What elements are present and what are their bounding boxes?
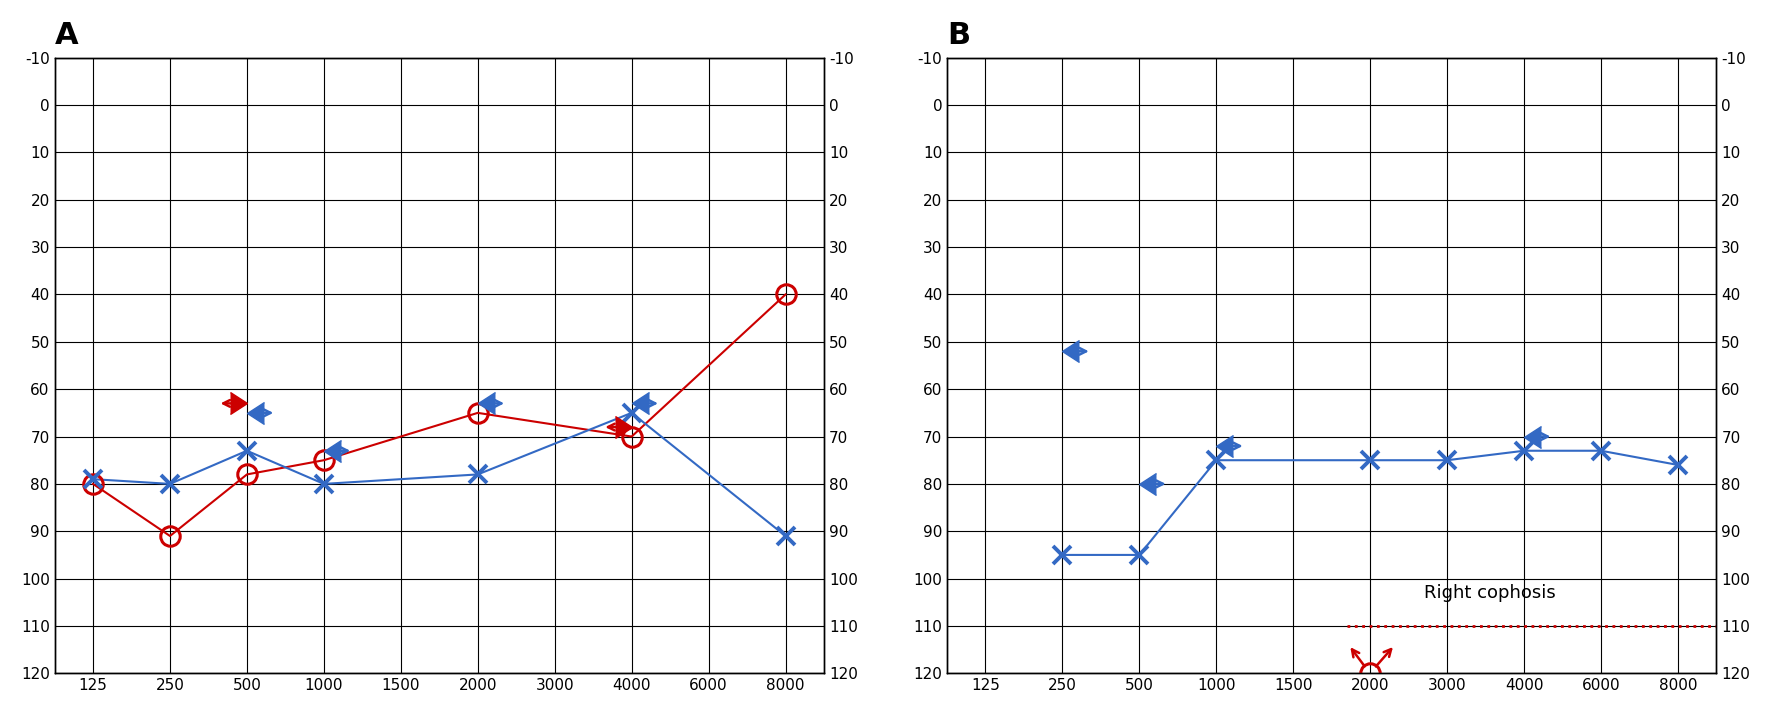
Text: Right cophosis: Right cophosis [1424,583,1555,601]
Text: A: A [55,21,78,50]
Text: B: B [947,21,971,50]
